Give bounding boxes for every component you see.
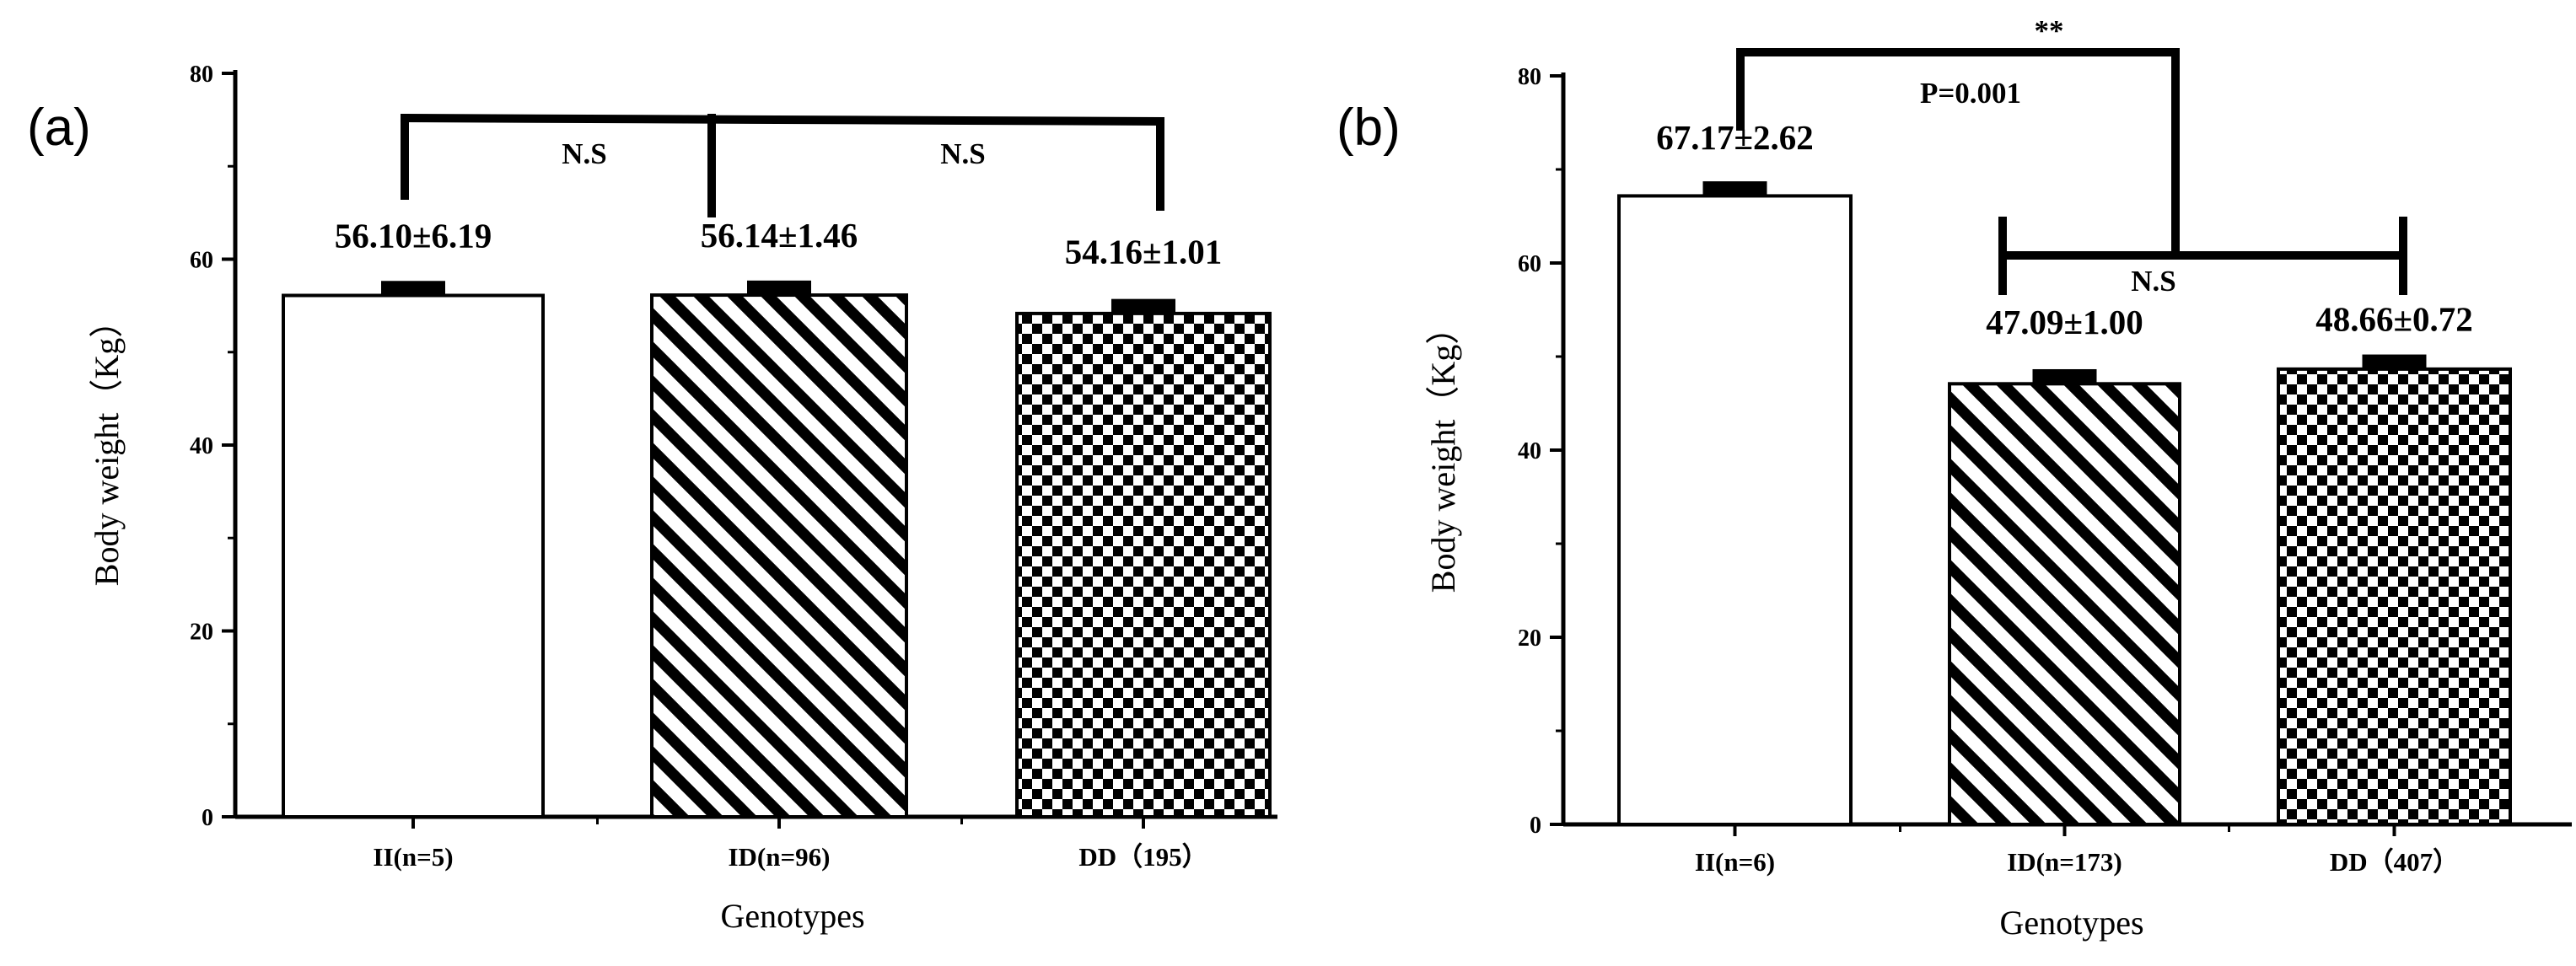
y-tick-label: 60	[190, 248, 213, 274]
panel-b-y-axis-title: Body weight（Kg）	[1424, 311, 1462, 593]
panel-a-y-axis-title: Body weight（Kg）	[88, 304, 126, 586]
panel-a-sig-label-1: N.S	[562, 137, 607, 170]
y-tick-label: 0	[1530, 813, 1541, 839]
category-label: ID(n=96)	[728, 842, 830, 872]
error-bar	[1111, 298, 1175, 314]
bar	[2277, 367, 2512, 826]
panel-a-sig-label-2: N.S	[940, 137, 986, 170]
panel-b-bars	[1617, 181, 2512, 836]
bar	[650, 293, 908, 818]
category-label: II(n=6)	[1695, 847, 1775, 877]
error-bar	[1702, 181, 1767, 196]
error-bar	[2032, 368, 2097, 384]
y-tick-label: 80	[190, 62, 213, 88]
y-tick-label: 80	[1518, 64, 1541, 90]
category-label: II(n=5)	[373, 842, 453, 872]
panel-b-sig-pvalue: P=0.001	[1920, 77, 2021, 110]
panel-a-x-axis-title: Genotypes	[720, 897, 864, 935]
bar	[1617, 194, 1853, 826]
bar	[282, 293, 545, 818]
value-label: 47.09±1.00	[1986, 303, 2143, 341]
value-label: 56.10±6.19	[335, 216, 492, 255]
y-tick-label: 20	[190, 620, 213, 646]
error-bar	[2362, 354, 2427, 369]
bar	[1015, 311, 1272, 818]
category-label: ID(n=173)	[2007, 847, 2122, 877]
panel-a-category-labels: II(n=5) ID(n=96) DD（195）	[373, 842, 1207, 872]
y-tick-label: 40	[1518, 438, 1541, 464]
error-bar	[747, 280, 811, 296]
y-tick-label: 0	[202, 805, 213, 831]
panel-b-category-labels: II(n=6) ID(n=173) DD（407）	[1695, 847, 2459, 877]
value-label: 56.14±1.46	[701, 216, 858, 255]
panel-b-sig-stars: **	[2035, 14, 2064, 47]
panel-a-significance: N.S N.S	[400, 113, 1165, 217]
y-tick-label: 40	[190, 433, 213, 459]
panel-b: (b) Body weight（Kg） Genotypes 020406080 …	[1336, 14, 2572, 942]
panel-b-significance: ** P=0.001 N.S	[1736, 14, 2407, 298]
y-tick-label: 20	[1518, 625, 1541, 652]
category-label: DD（195）	[1078, 842, 1207, 872]
significance-bracket-top	[400, 113, 1165, 126]
panel-a-label: (a)	[27, 99, 91, 157]
category-label: DD（407）	[2330, 847, 2459, 877]
panel-a-value-labels: 56.10±6.19 56.14±1.46 54.16±1.01	[335, 216, 1223, 271]
bar	[1948, 382, 2181, 826]
value-label: 67.17±2.62	[1656, 118, 1814, 157]
value-label: 48.66±0.72	[2315, 300, 2473, 339]
error-bar	[381, 281, 445, 296]
panel-b-sig-ns: N.S	[2131, 265, 2176, 298]
panel-b-value-labels: 67.17±2.62 47.09±1.00 48.66±0.72	[1656, 118, 2473, 341]
panel-b-label: (b)	[1336, 99, 1401, 157]
panel-b-y-ticks: 0 20 40 60 80	[1518, 64, 1563, 839]
panel-a-y-ticks: 0 20 40 60 80	[190, 62, 235, 831]
value-label: 54.16±1.01	[1065, 233, 1223, 271]
panel-a: (a) Body weight（Kg） Genotypes 020406080 …	[27, 62, 1277, 935]
y-tick-label: 60	[1518, 251, 1541, 277]
panel-a-bars	[282, 280, 1272, 829]
panel-b-x-axis-title: Genotypes	[1999, 904, 2143, 942]
